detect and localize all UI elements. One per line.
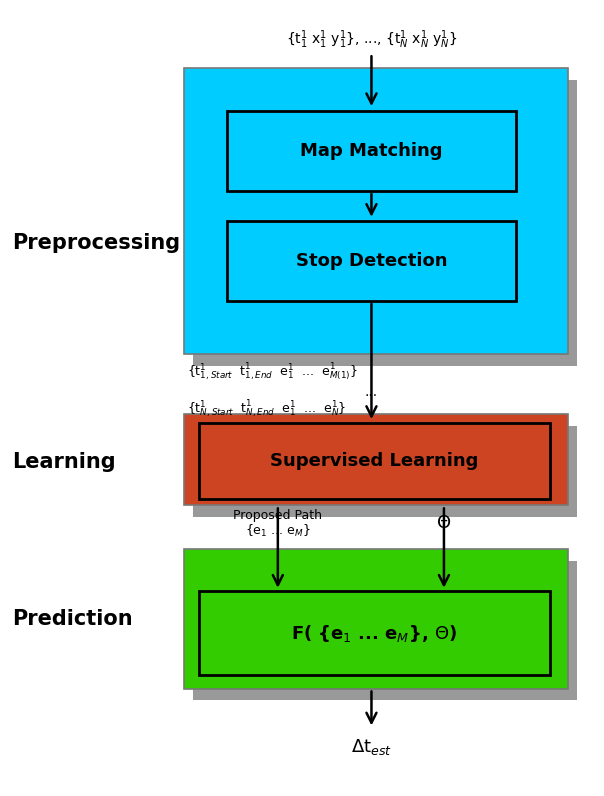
Text: {t$^1_1$ x$^1_1$ y$^1_1$}, ..., {t$^1_N$ x$^1_N$ y$^1_N$}: {t$^1_1$ x$^1_1$ y$^1_1$}, ..., {t$^1_N$…: [286, 29, 457, 51]
FancyBboxPatch shape: [226, 111, 516, 191]
Text: {e$_1$ ... e$_M$}: {e$_1$ ... e$_M$}: [245, 523, 310, 539]
FancyBboxPatch shape: [193, 561, 577, 700]
Text: ...: ...: [365, 384, 378, 399]
Text: Map Matching: Map Matching: [300, 142, 443, 160]
FancyBboxPatch shape: [226, 221, 516, 301]
Text: Preprocessing: Preprocessing: [12, 232, 180, 253]
Text: Stop Detection: Stop Detection: [296, 252, 447, 270]
Text: {t$^1_{1,Start}$  t$^1_{1,End}$  e$^1_1$  ...  e$^1_{M(1)}$}: {t$^1_{1,Start}$ t$^1_{1,End}$ e$^1_1$ .…: [187, 361, 358, 384]
FancyBboxPatch shape: [184, 414, 568, 505]
FancyBboxPatch shape: [193, 80, 577, 366]
FancyBboxPatch shape: [184, 68, 568, 354]
FancyBboxPatch shape: [199, 423, 550, 499]
Text: Proposed Path: Proposed Path: [233, 509, 323, 522]
Text: Prediction: Prediction: [12, 609, 133, 630]
FancyBboxPatch shape: [193, 426, 577, 517]
Text: $\Delta$t$_{est}$: $\Delta$t$_{est}$: [351, 736, 392, 757]
Text: $\Theta$: $\Theta$: [436, 514, 452, 532]
Text: Learning: Learning: [12, 451, 116, 472]
FancyBboxPatch shape: [199, 591, 550, 675]
Text: F( {e$_1$ ... e$_M$}, $\Theta$): F( {e$_1$ ... e$_M$}, $\Theta$): [291, 622, 458, 644]
FancyBboxPatch shape: [184, 549, 568, 689]
Text: {t$^1_{N,Start}$  t$^1_{N,End}$  e$^1_1$  ...  e$^1_N$}: {t$^1_{N,Start}$ t$^1_{N,End}$ e$^1_1$ .…: [187, 398, 347, 420]
Text: Supervised Learning: Supervised Learning: [271, 452, 478, 470]
